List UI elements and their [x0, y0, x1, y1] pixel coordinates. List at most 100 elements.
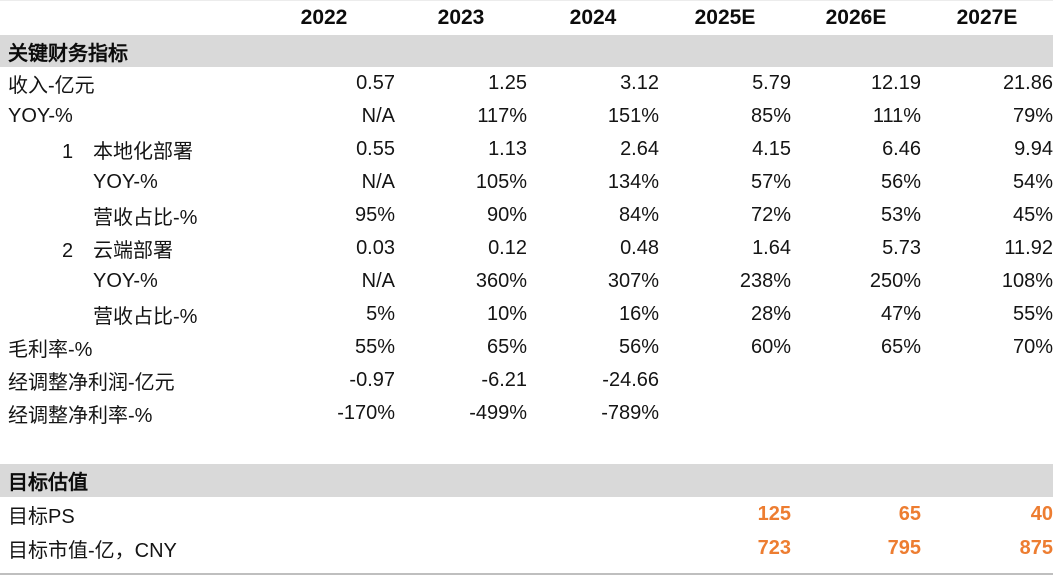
- row-label: 1 本地化部署: [62, 141, 193, 163]
- row-label: YOY-%: [93, 270, 158, 292]
- cell-value: N/A: [361, 171, 395, 193]
- cell-value: 28%: [750, 303, 791, 325]
- year-column-header: 2026E: [825, 6, 887, 29]
- cell-value: 47%: [880, 303, 921, 325]
- cell-value: [253, 497, 395, 531]
- cell-value: 0.48: [620, 237, 659, 259]
- cell-value: 105%: [475, 171, 527, 193]
- cell-value: 79%: [1012, 105, 1053, 127]
- cell-value: 108%: [1001, 270, 1053, 292]
- cell-value: 307%: [607, 270, 659, 292]
- row-label-column-header: [0, 1, 253, 35]
- cell-value: 250%: [869, 270, 921, 292]
- table-row: 毛利率-% 55% 65% 56% 60% 65% 70%: [0, 331, 1053, 364]
- cell-value: -789%: [601, 402, 659, 424]
- row-number: 1: [62, 141, 74, 163]
- row-label: 目标市值-亿，CNY: [8, 539, 177, 562]
- cell-value: 65: [898, 502, 921, 525]
- cell-value: 11.92: [1004, 237, 1053, 259]
- cell-value: 1.25: [488, 72, 527, 94]
- cell-value: 1.13: [488, 138, 527, 160]
- cell-value: 60%: [750, 336, 791, 358]
- cell-value: 40: [1030, 502, 1053, 525]
- year-column-header: 2022: [300, 6, 348, 29]
- cell-value: 5%: [366, 303, 395, 325]
- cell-value: 125: [757, 502, 791, 525]
- cell-value: 0.55: [356, 138, 395, 160]
- cell-value: 53%: [880, 204, 921, 226]
- cell-value: -170%: [337, 402, 395, 424]
- row-label: 收入-亿元: [8, 75, 95, 97]
- row-label: 营收占比-%: [93, 207, 198, 229]
- table-row: 目标市值-亿，CNY 723 795 875: [0, 531, 1053, 565]
- cell-value: 85%: [750, 105, 791, 127]
- year-header-row: 2022 2023 2024 2025E 2026E 2027E: [0, 1, 1053, 35]
- cell-value: 0.57: [356, 72, 395, 94]
- cell-value: 9.94: [1014, 138, 1053, 160]
- section-header-band: 关键财务指标: [0, 35, 1053, 67]
- year-column-header: 2023: [437, 6, 485, 29]
- year-column-header: 2025E: [694, 6, 756, 29]
- section-header-label: 关键财务指标: [8, 42, 128, 65]
- cell-value: [921, 364, 1053, 397]
- table-bottom-border: [0, 573, 1053, 575]
- table-row: 2 云端部署 0.03 0.12 0.48 1.64 5.73 11.92: [0, 232, 1053, 265]
- row-number: 2: [62, 240, 74, 262]
- cell-value: 12.19: [870, 72, 921, 94]
- cell-value: 151%: [607, 105, 659, 127]
- cell-value: 2.64: [620, 138, 659, 160]
- cell-value: 72%: [750, 204, 791, 226]
- row-label: 毛利率-%: [8, 339, 93, 361]
- cell-value: 238%: [739, 270, 791, 292]
- cell-value: 360%: [475, 270, 527, 292]
- cell-value: -499%: [469, 402, 527, 424]
- cell-value: -24.66: [602, 369, 659, 391]
- cell-value: [395, 531, 527, 565]
- row-label: 目标PS: [8, 505, 75, 528]
- table-row: 营收占比-% 95% 90% 84% 72% 53% 45%: [0, 199, 1053, 232]
- table-row: 目标PS 125 65 40: [0, 497, 1053, 531]
- row-label: YOY-%: [8, 105, 73, 127]
- cell-value: 70%: [1012, 336, 1053, 358]
- cell-value: 95%: [354, 204, 395, 226]
- cell-value: [659, 364, 791, 397]
- row-label: 营收占比-%: [93, 306, 198, 328]
- year-column-header: 2027E: [956, 6, 1018, 29]
- financial-table: 2022 2023 2024 2025E 2026E 2027E 关键财务指标 收入-亿元 0…: [0, 1, 1053, 565]
- row-label: YOY-%: [93, 171, 158, 193]
- row-label: 2 云端部署: [62, 240, 173, 262]
- table-row: YOY-% N/A 105% 134% 57% 56% 54%: [0, 166, 1053, 199]
- cell-value: 55%: [1012, 303, 1053, 325]
- cell-value: [791, 364, 921, 397]
- cell-value: 84%: [618, 204, 659, 226]
- row-label: 经调整净利率-%: [8, 405, 153, 427]
- cell-value: 57%: [750, 171, 791, 193]
- row-label: 经调整净利润-亿元: [8, 372, 175, 394]
- cell-value: 56%: [618, 336, 659, 358]
- cell-value: 6.46: [882, 138, 921, 160]
- cell-value: 5.79: [752, 72, 791, 94]
- cell-value: 0.12: [488, 237, 527, 259]
- table-row: 经调整净利率-% -170% -499% -789%: [0, 397, 1053, 430]
- year-column-header: 2024: [569, 6, 617, 29]
- cell-value: 54%: [1012, 171, 1053, 193]
- cell-value: 1.64: [752, 237, 791, 259]
- table-row: 收入-亿元 0.57 1.25 3.12 5.79 12.19 21.86: [0, 67, 1053, 100]
- spacer-row: [0, 430, 1053, 464]
- cell-value: 45%: [1012, 204, 1053, 226]
- table-row: 经调整净利润-亿元 -0.97 -6.21 -24.66: [0, 364, 1053, 397]
- cell-value: N/A: [361, 270, 395, 292]
- cell-value: [527, 497, 659, 531]
- cell-value: [659, 397, 791, 430]
- cell-value: 875: [1019, 536, 1053, 559]
- cell-value: 16%: [618, 303, 659, 325]
- cell-value: 134%: [607, 171, 659, 193]
- cell-value: 55%: [354, 336, 395, 358]
- cell-value: [791, 397, 921, 430]
- cell-value: 0.03: [356, 237, 395, 259]
- cell-value: 723: [757, 536, 791, 559]
- cell-value: 10%: [486, 303, 527, 325]
- table-row: YOY-% N/A 117% 151% 85% 111% 79%: [0, 100, 1053, 133]
- cell-value: -0.97: [349, 369, 395, 391]
- section-header-label: 目标估值: [8, 472, 88, 494]
